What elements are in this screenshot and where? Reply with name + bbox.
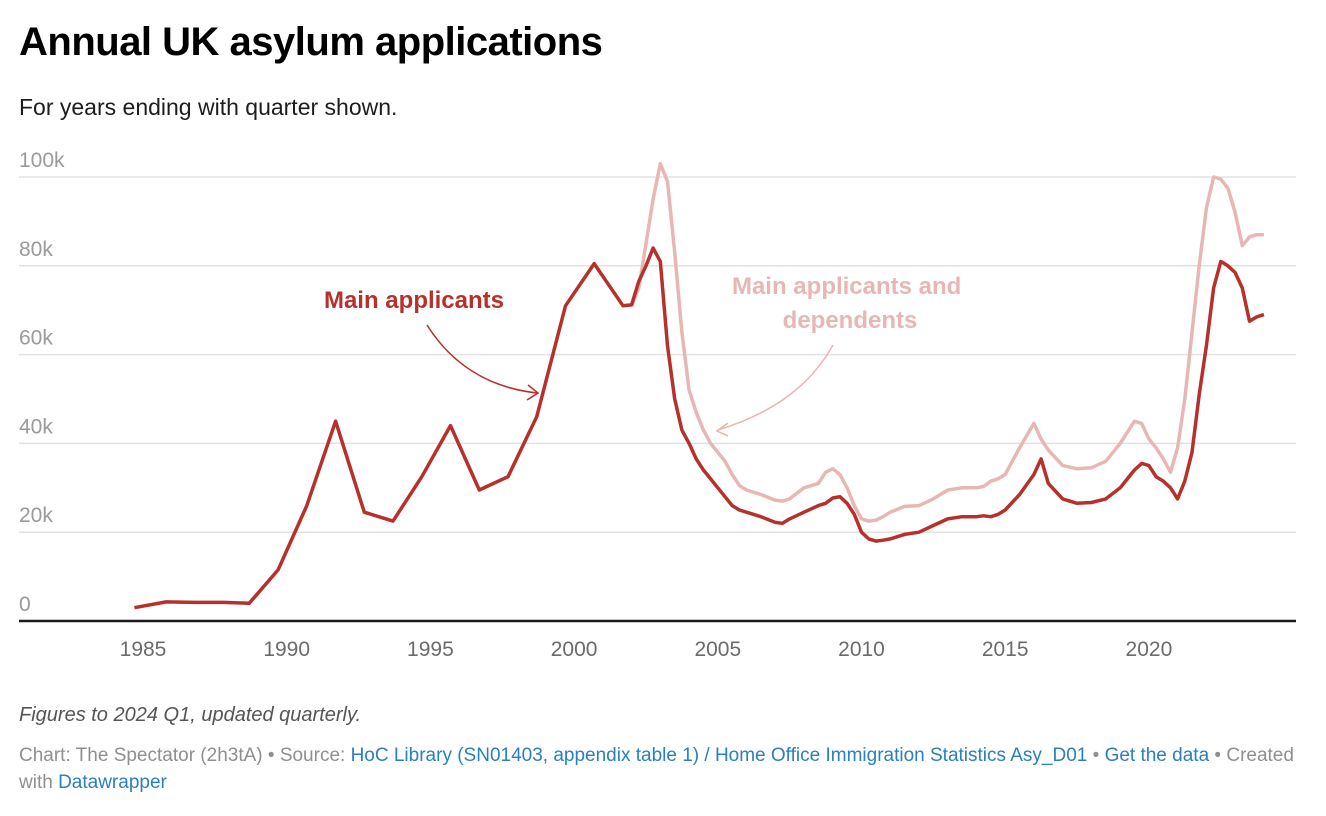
series-lines [134, 161, 1265, 610]
series-line-main-applicants [134, 246, 1265, 610]
y-tick-label: 80k [19, 238, 53, 261]
chart-title: Annual UK asylum applications [19, 20, 603, 64]
annotation-line: Main applicants [324, 287, 504, 314]
annotation-arrow-dependents [717, 344, 834, 431]
arrowhead-icon [715, 422, 729, 437]
y-tick-label: 40k [19, 415, 53, 438]
y-tick-label: 20k [19, 504, 53, 527]
x-tick-label: 1990 [263, 638, 310, 661]
created-with-text: • Created with [19, 745, 1294, 793]
annotation-arrow-main-applicants [426, 324, 538, 394]
annotations: Main applicants Main applicants and depe… [324, 273, 968, 437]
x-tick-label: 2015 [982, 638, 1029, 661]
annotation-line: Main applicants and [732, 273, 961, 300]
get-the-data-link[interactable]: Get the data [1104, 745, 1210, 766]
datawrapper-link[interactable]: Datawrapper [58, 772, 167, 793]
x-tick-label: 1985 [120, 638, 167, 661]
arrowhead-icon [526, 384, 540, 401]
chart-footer: Chart: The Spectator (2h3tA) • Source: H… [19, 742, 1309, 796]
annotation-main-applicants-and-dependents: Main applicants and dependents [732, 273, 968, 334]
y-tick-label: 100k [19, 149, 65, 172]
y-tick-label: 60k [19, 327, 53, 350]
chart-subtitle: For years ending with quarter shown. [19, 94, 398, 120]
x-tick-label: 1995 [407, 638, 454, 661]
chart-notes: Figures to 2024 Q1, updated quarterly. [19, 704, 362, 726]
x-tick-label: 2010 [838, 638, 885, 661]
x-tick-label: 2000 [551, 638, 598, 661]
line-chart: 0 20k 40k 60k 80k 100k 1985 1990 1995 2000 2005 20… [19, 149, 1296, 661]
footer-separator: • [1087, 745, 1105, 766]
x-axis-ticks: 1985 1990 1995 2000 2005 2010 2015 2020 [120, 638, 1173, 661]
series-line-main-applicants-and-dependents [629, 161, 1264, 523]
source-link[interactable]: HoC Library (SN01403, appendix table 1) … [350, 745, 1088, 766]
x-tick-label: 2005 [694, 638, 741, 661]
y-tick-label: 0 [19, 593, 31, 616]
annotation-main-applicants: Main applicants [324, 287, 504, 314]
gridlines [19, 176, 1296, 533]
y-axis-ticks: 0 20k 40k 60k 80k 100k [19, 149, 65, 616]
annotation-line: dependents [783, 307, 918, 334]
chart-credit: Chart: The Spectator (2h3tA) • Source: [19, 745, 351, 766]
x-tick-label: 2020 [1126, 638, 1173, 661]
